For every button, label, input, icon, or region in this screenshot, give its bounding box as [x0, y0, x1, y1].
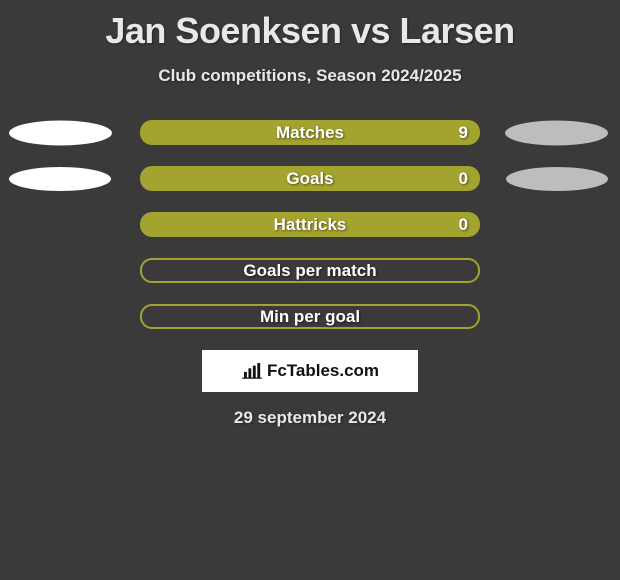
stat-value: 9 [459, 123, 468, 143]
stat-bar: Hattricks 0 [140, 212, 480, 237]
stat-label: Goals per match [243, 261, 376, 281]
right-marker-icon [506, 167, 608, 191]
logo-box: FcTables.com [202, 350, 418, 392]
bar-chart-icon [241, 363, 263, 379]
stat-bar: Goals per match [140, 258, 480, 283]
stat-bar: Goals 0 [140, 166, 480, 191]
logo: FcTables.com [241, 361, 379, 381]
stat-row-goals-per-match: Goals per match [0, 258, 620, 283]
date-text: 29 september 2024 [0, 408, 620, 428]
stat-label: Matches [276, 123, 344, 143]
comparison-chart: Matches 9 Goals 0 Hattricks 0 Goals per … [0, 120, 620, 329]
stat-bar: Matches 9 [140, 120, 480, 145]
stat-row-matches: Matches 9 [0, 120, 620, 145]
stat-value: 0 [459, 169, 468, 189]
stat-value: 0 [459, 215, 468, 235]
stat-label: Goals [286, 169, 333, 189]
stat-row-goals: Goals 0 [0, 166, 620, 191]
page-subtitle: Club competitions, Season 2024/2025 [0, 66, 620, 86]
stat-row-min-per-goal: Min per goal [0, 304, 620, 329]
logo-text: FcTables.com [267, 361, 379, 381]
left-marker-icon [9, 167, 111, 191]
stat-bar: Min per goal [140, 304, 480, 329]
left-marker-icon [9, 120, 112, 145]
stat-label: Hattricks [274, 215, 347, 235]
right-marker-icon [505, 120, 608, 145]
stat-row-hattricks: Hattricks 0 [0, 212, 620, 237]
page-title: Jan Soenksen vs Larsen [0, 0, 620, 52]
stat-label: Min per goal [260, 307, 360, 327]
